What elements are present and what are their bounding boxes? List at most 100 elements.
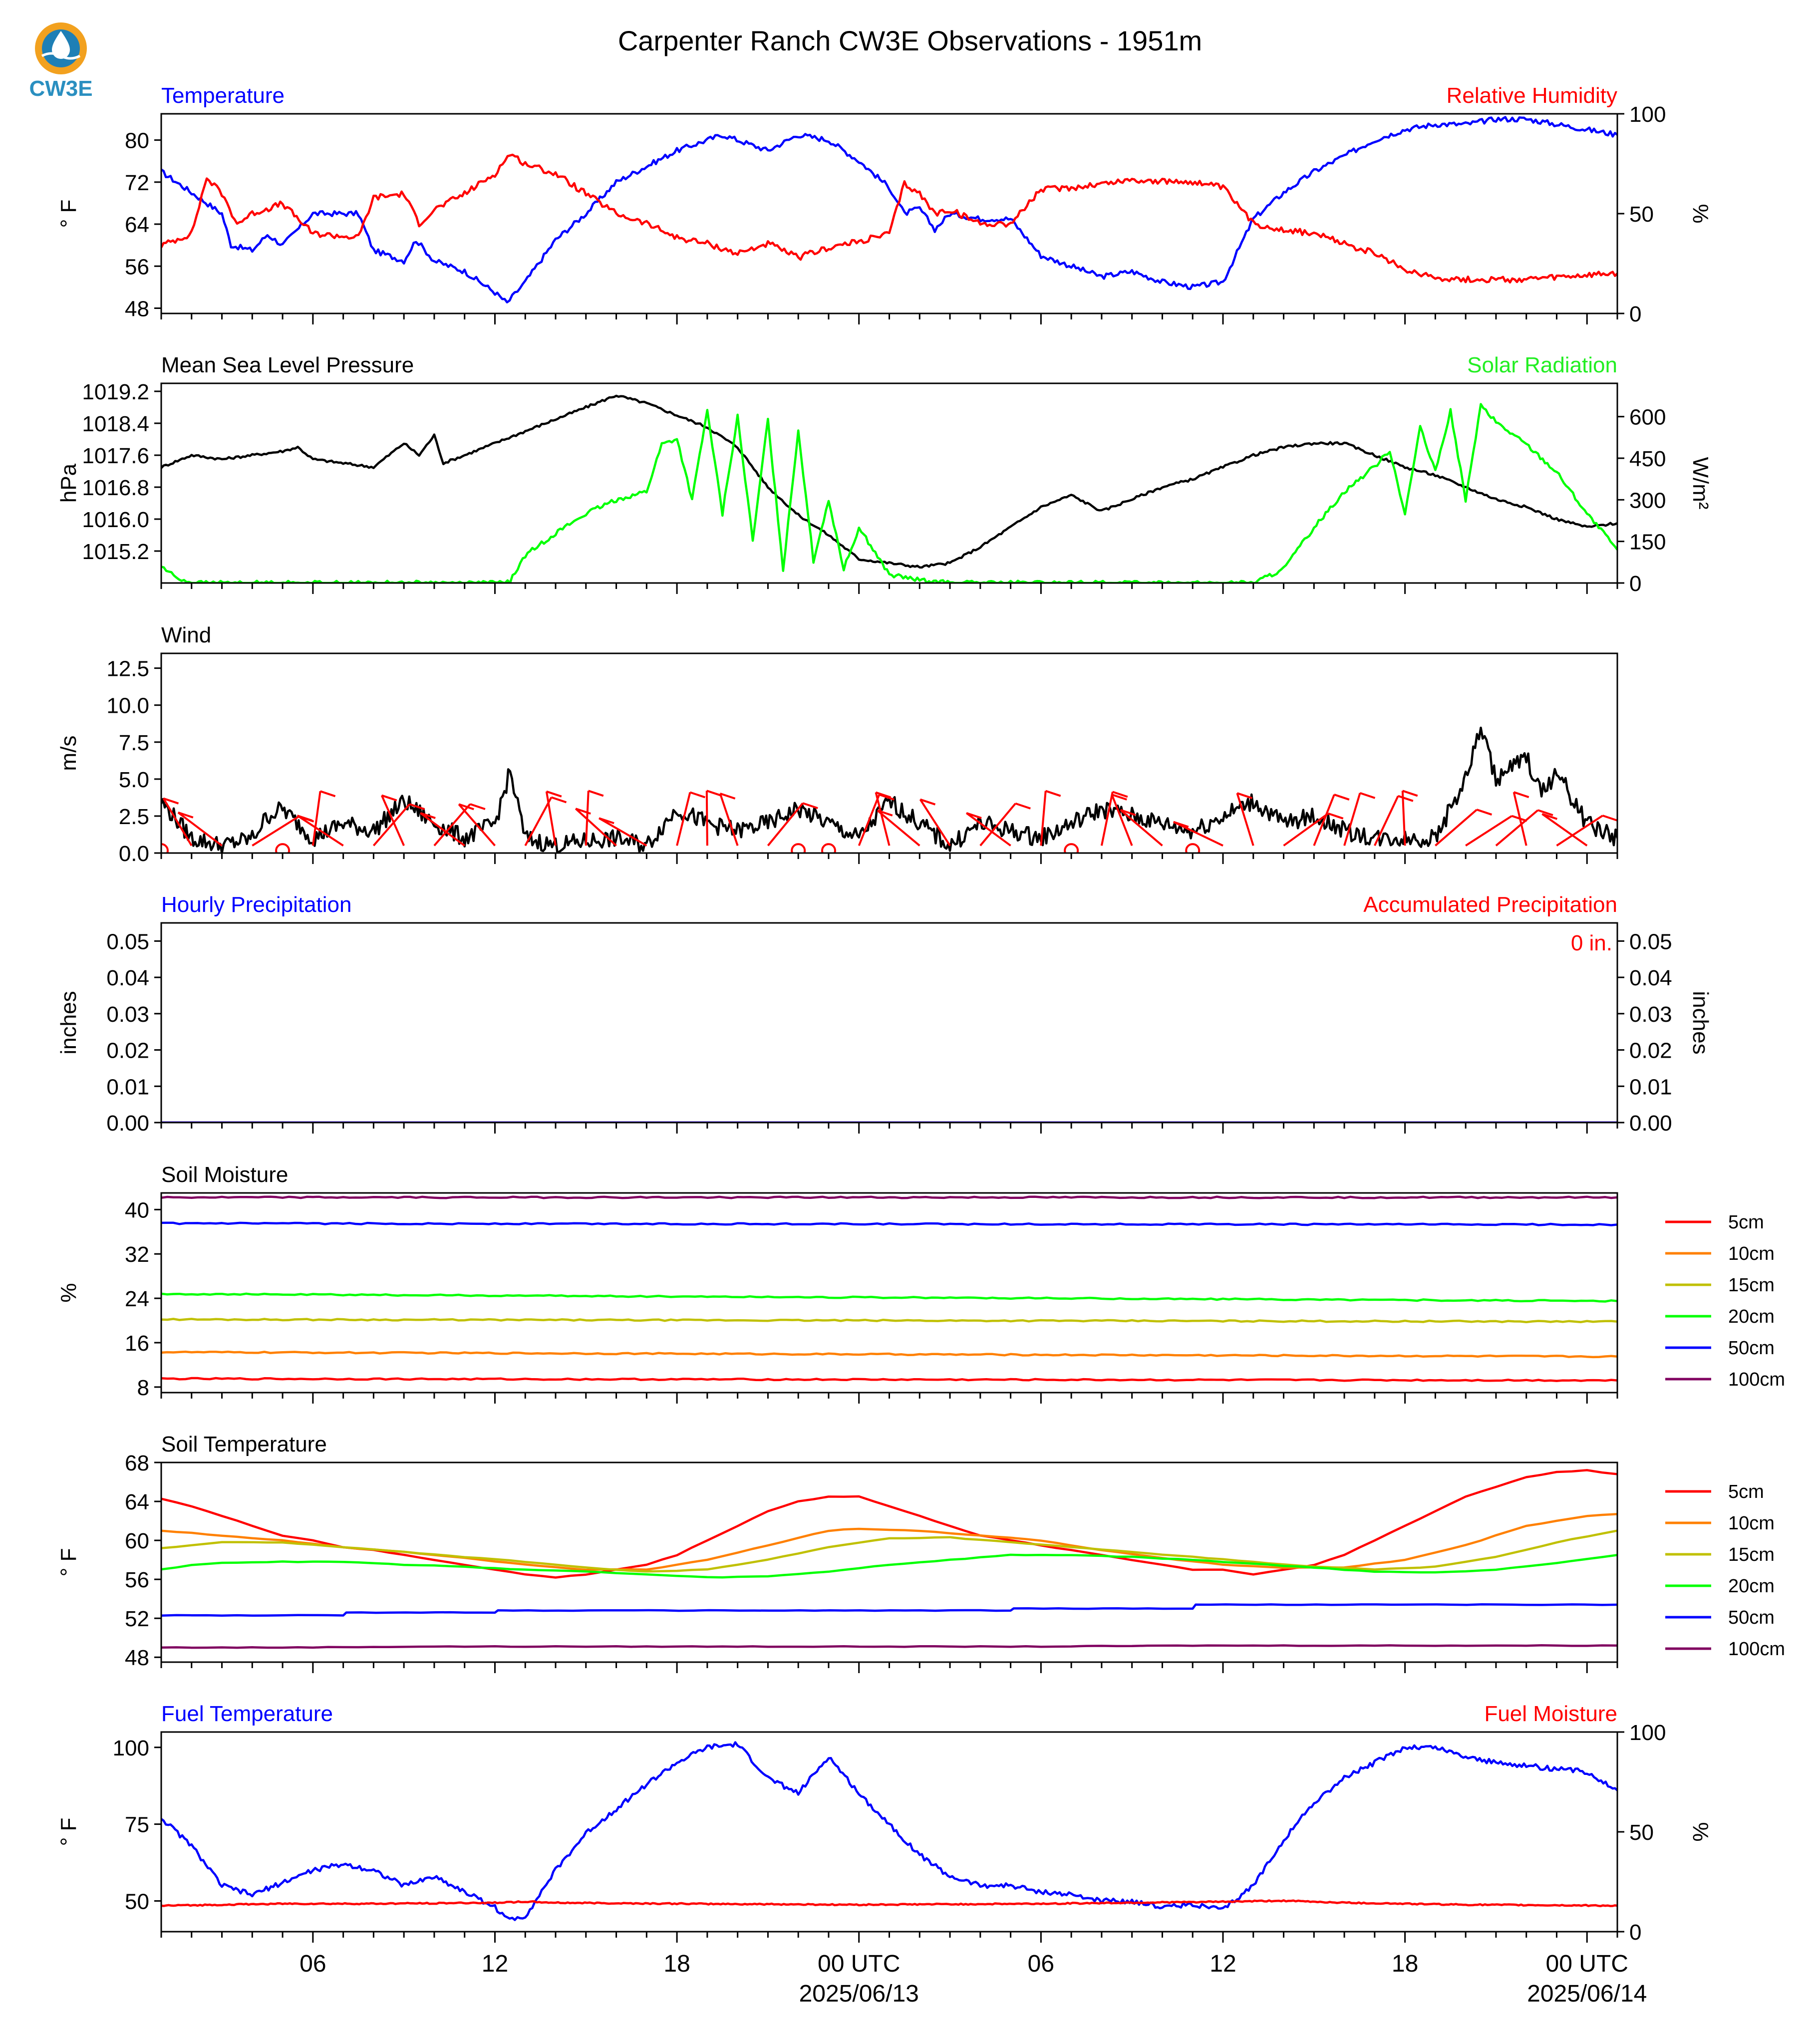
wind-barb-calm [791, 843, 806, 853]
wind-barb [965, 812, 1011, 847]
panel-left-title: Temperature [161, 83, 285, 108]
y-tick-label-right: 0 [1629, 302, 1641, 326]
panel-right-title: Solar Radiation [1467, 353, 1617, 377]
x-date-label: 2025/06/13 [799, 1981, 919, 2007]
y-tick-label: 0.03 [106, 1002, 149, 1027]
y-tick-label: 0.04 [106, 966, 149, 990]
plot-area [161, 726, 1617, 853]
wind-barb [1374, 795, 1399, 847]
y-tick-label: 48 [125, 1646, 149, 1670]
wind-barb-calm [1185, 843, 1201, 853]
wind-barb [1111, 794, 1133, 846]
plot-frame [160, 382, 1618, 584]
x-tick-label: 18 [663, 1951, 690, 1977]
panel-2: Mean Sea Level Pressure Solar Radiation hP… [56, 353, 1713, 596]
x-tick-label: 12 [482, 1951, 508, 1977]
wind-barb-flag [1514, 791, 1529, 798]
wind-barb [380, 795, 405, 846]
plot-area [161, 1741, 1617, 1921]
y-tick-label-right: 100 [1629, 1721, 1666, 1745]
y-tick-label: 100 [113, 1736, 149, 1760]
y-tick-label: 2.5 [119, 805, 149, 829]
panel-left-title: Mean Sea Level Pressure [161, 353, 414, 377]
wind-barb [545, 791, 557, 846]
legend-entry: 20cm [1728, 1576, 1775, 1597]
y-axis-label-right: inches [1688, 991, 1713, 1054]
y-axis-label: hPa [56, 463, 81, 503]
legend-entry: 15cm [1728, 1275, 1775, 1296]
wind-barb [252, 816, 300, 847]
x-date-label: 2025/06/14 [1527, 1981, 1647, 2007]
wind-barb-flag [1541, 813, 1558, 820]
wind-barb-flag [1236, 792, 1253, 799]
wind-barb [1556, 815, 1603, 847]
y-tick-label-right: 0.01 [1629, 1075, 1672, 1099]
y-tick-label: 52 [125, 1607, 149, 1631]
legend-entry: 20cm [1728, 1306, 1775, 1327]
series-line-5cm [161, 1377, 1617, 1382]
y-tick-label: 80 [125, 129, 149, 153]
wind-barb [599, 817, 647, 847]
y-tick-label: 0.02 [106, 1039, 149, 1063]
panel-1: Temperature Relative Humidity ° F % 48 56 64 72… [56, 83, 1713, 326]
series-line-50cm [161, 1221, 1617, 1226]
wind-barb [1236, 793, 1254, 846]
wind-barb [297, 815, 344, 847]
wind-barb [1465, 815, 1513, 847]
wind-barb-calm [275, 843, 291, 853]
legend-entry: 10cm [1728, 1513, 1775, 1534]
y-tick-label: 0.01 [106, 1075, 149, 1099]
wind-barb-flag [1111, 793, 1127, 801]
wind-barb-flag [599, 817, 614, 825]
panel-left-title: Soil Temperature [161, 1432, 327, 1456]
wind-barb [419, 812, 465, 847]
wind-barb-calm [161, 843, 169, 853]
series-line-100cm [161, 1195, 1617, 1199]
plot-area [161, 116, 1617, 303]
panel-5: Soil Moisture% 8 16 24 32 40 5cm 10cm 15cm 20cm 50… [56, 1162, 1785, 1404]
figure-title: Carpenter Ranch CW3E Observations - 1951… [618, 25, 1202, 56]
y-tick-label: 10.0 [106, 694, 149, 718]
x-tick-label: 18 [1392, 1951, 1418, 1977]
wind-barb-flag [1045, 790, 1061, 797]
y-tick-label-right: 450 [1629, 447, 1666, 471]
wind-barb [458, 803, 496, 847]
logo-drop-icon [52, 31, 70, 59]
x-axis: 06 12 18 00 UTC 06 12 18 00 UTC 2025/06/13 2025/0… [300, 1951, 1647, 2007]
y-tick-label: 68 [125, 1451, 149, 1475]
wind-barb [676, 792, 691, 846]
x-tick-label: 06 [1028, 1951, 1054, 1977]
wind-barb [1435, 809, 1478, 847]
wind-barb [1513, 792, 1527, 846]
y-tick-label-right: 600 [1629, 405, 1666, 430]
plot-frame [160, 922, 1618, 1124]
legend-entry: 50cm [1728, 1607, 1775, 1628]
panel-3: Wind m/s 0.0 2.5 5.0 7.5 10.0 12.5 [56, 623, 1618, 866]
legend: 5cm 10cm 15cm 20cm 50cm 100cm [1665, 1481, 1785, 1660]
panel-left-title: Fuel Temperature [161, 1702, 333, 1726]
y-tick-label: 1016.8 [82, 476, 149, 500]
series-line-right [161, 403, 1617, 583]
plot-frame [160, 1731, 1618, 1933]
wind-barb-flag [1015, 802, 1031, 810]
wind-barb [919, 799, 951, 847]
wind-barb-flag [1112, 791, 1128, 798]
x-tick-label: 00 UTC [1546, 1951, 1628, 1977]
y-axis-label-right: % [1688, 1822, 1713, 1841]
wind-barb-flag [1334, 794, 1350, 801]
wind-barb-flag [802, 802, 818, 810]
wind-barb-flag [420, 812, 436, 819]
wind-barb-flag [588, 790, 604, 797]
plot-area [161, 1195, 1617, 1382]
y-axis-label: ° F [56, 1548, 81, 1577]
series-line-50cm [161, 1603, 1617, 1617]
wind-barb-flag [1476, 809, 1493, 816]
series-line-10cm [161, 1350, 1617, 1359]
series-line-left [161, 1741, 1617, 1921]
legend-entry: 100cm [1728, 1639, 1785, 1660]
legend-entry: 100cm [1728, 1369, 1785, 1390]
wind-barb-flag [877, 809, 893, 817]
wind-barb-flag [319, 790, 336, 798]
